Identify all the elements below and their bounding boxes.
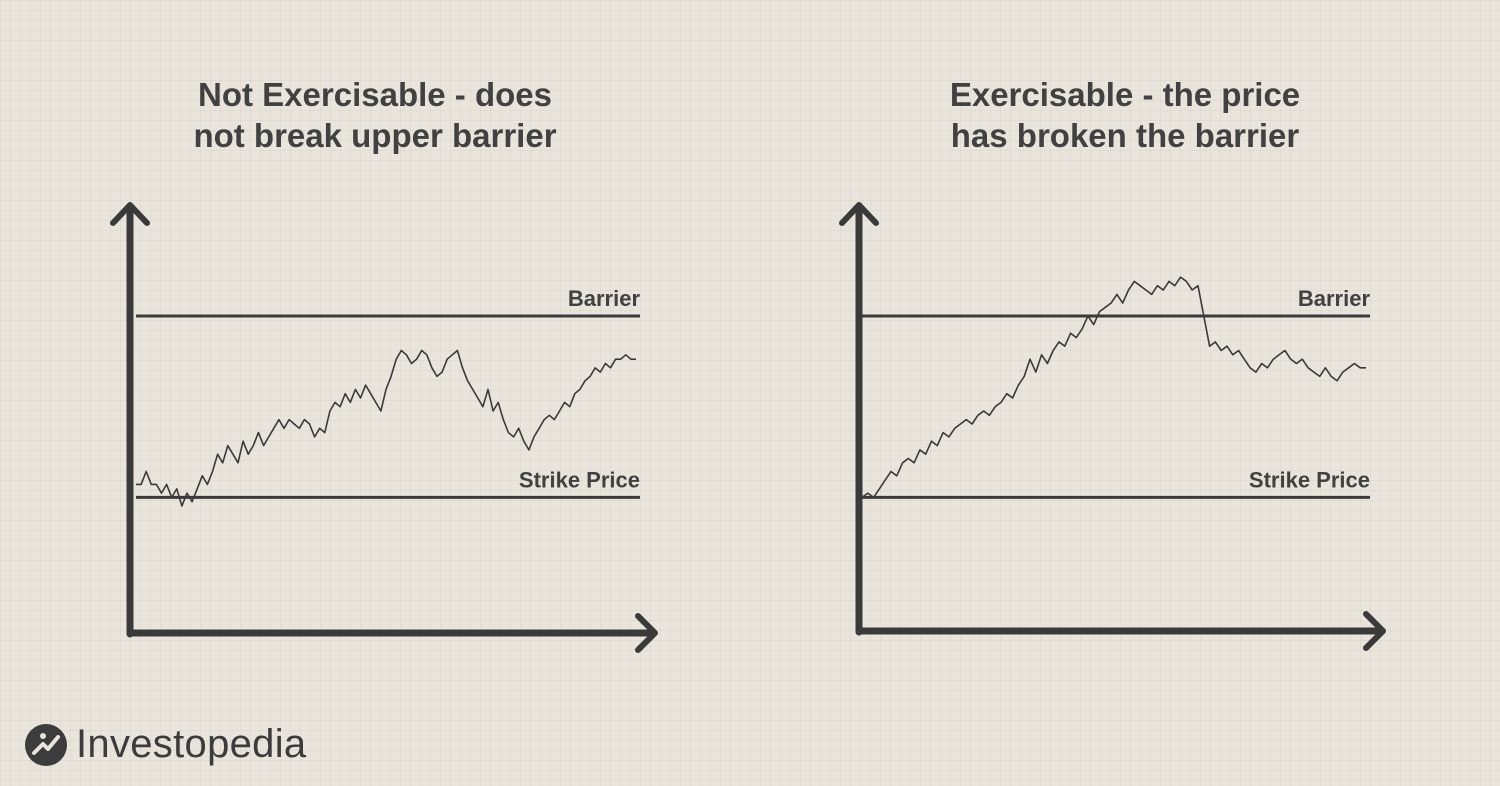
chart-exercisable: Exercisable - the price has broken the b… — [750, 0, 1500, 700]
chart-plot-left: Barrier Strike Price — [110, 202, 658, 653]
chart-title-right: Exercisable - the price has broken the b… — [750, 74, 1500, 156]
chart-plot-right: Barrier Strike Price — [839, 202, 1386, 651]
chart-title-right-line-2: has broken the barrier — [950, 117, 1300, 154]
price-path-line — [861, 276, 1366, 499]
price-path-line — [136, 349, 636, 507]
chart-title-left-line-1: Not Exercisable - does — [198, 76, 552, 113]
y-axis-arrowhead — [110, 202, 150, 226]
chart-title-left: Not Exercisable - does not break upper b… — [0, 74, 750, 156]
barrier-label: Barrier — [568, 286, 641, 311]
investopedia-logo-text: Investopedia — [76, 722, 307, 766]
chart-not-exercisable: Not Exercisable - does not break upper b… — [0, 0, 750, 700]
barrier-label: Barrier — [1298, 286, 1371, 311]
investopedia-logo: Investopedia — [24, 722, 306, 767]
y-axis-arrowhead — [839, 202, 879, 226]
x-axis-arrowhead — [635, 613, 658, 653]
strike-price-label: Strike Price — [519, 467, 640, 492]
x-axis-arrowhead — [1363, 611, 1386, 651]
strike-price-label: Strike Price — [1249, 467, 1370, 492]
chart-title-left-line-2: not break upper barrier — [193, 117, 557, 154]
investopedia-logo-icon — [25, 723, 67, 766]
chart-title-right-line-1: Exercisable - the price — [949, 76, 1301, 113]
